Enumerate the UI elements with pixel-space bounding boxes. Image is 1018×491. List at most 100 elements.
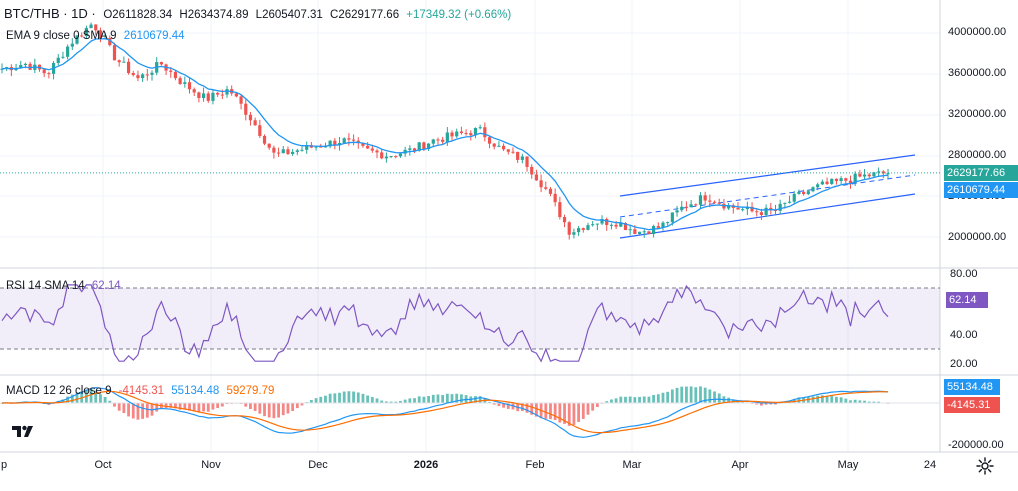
macd-histogram-bar	[661, 392, 665, 403]
candle-body	[501, 145, 506, 150]
macd-histogram-bar	[422, 396, 426, 403]
macd-histogram-bar	[713, 391, 716, 403]
channel-lower	[619, 193, 916, 239]
macd-histogram-bar	[628, 396, 632, 403]
candle-body	[703, 195, 707, 201]
macd-histogram-bar	[211, 403, 215, 410]
candle-body	[281, 149, 285, 154]
candle-body	[61, 56, 65, 58]
macd-histogram-bar	[333, 393, 337, 403]
candle-body	[436, 139, 440, 141]
macd-histogram-bar	[408, 398, 412, 403]
candle-body	[272, 147, 276, 153]
macd-histogram-bar	[689, 386, 693, 403]
macd-histogram-bar	[366, 395, 370, 403]
ema-price-label: 2610679.44	[944, 182, 1018, 198]
rsi-pane	[0, 284, 940, 363]
macd-histogram-bar	[291, 403, 295, 411]
macd-histogram-bar	[108, 400, 112, 403]
macd-histogram-bar	[192, 403, 196, 412]
macd-histogram-bar	[375, 398, 379, 403]
candle-body	[483, 127, 487, 138]
macd-histogram-bar	[460, 394, 463, 403]
macd-histogram-bar	[610, 399, 613, 403]
candle-body	[778, 203, 782, 211]
rsi-legend[interactable]: RSI 14 SMA 14 62.14	[6, 280, 125, 292]
candle-body	[89, 24, 93, 29]
candle-body	[150, 72, 154, 75]
ohlc-legend: BTC/THB · 1D · O2611828.34 H2634374.89 L…	[4, 6, 515, 21]
macd-histogram-bar	[820, 395, 824, 403]
macd-histogram-bar	[178, 403, 182, 410]
candle-body	[136, 75, 140, 79]
candle-body	[258, 125, 262, 136]
candle-body	[553, 193, 557, 203]
candle-body	[422, 142, 426, 149]
macd-legend[interactable]: MACD 12 26 close 9 -4145.31 55134.48 592…	[6, 385, 278, 397]
candle-body	[262, 135, 267, 144]
macd-histogram-bar	[174, 403, 177, 409]
macd-signal-line	[2, 390, 889, 434]
macd-histogram-bar	[188, 403, 191, 411]
macd-histogram-bar	[558, 403, 562, 423]
candle-body	[544, 187, 548, 189]
candle-body	[487, 137, 492, 144]
candles[interactable]	[0, 22, 890, 240]
candle-body	[881, 171, 885, 174]
candle-body	[375, 150, 379, 153]
macd-histogram-bar	[675, 387, 679, 403]
macd-histogram-bar	[244, 403, 248, 407]
rsi-tick: 40.00	[950, 329, 978, 341]
macd-histogram-bar	[764, 403, 768, 405]
ema-legend[interactable]: EMA 9 close 0 SMA 9 2610679.44	[6, 30, 189, 42]
candle-body	[666, 222, 670, 224]
macd-hist-value: -4145.31	[118, 385, 165, 397]
candle-body	[286, 149, 290, 155]
macd-histogram-bar	[492, 403, 496, 405]
candle-body	[80, 35, 84, 37]
macd-histogram-bar	[488, 401, 491, 403]
tradingview-logo-icon[interactable]	[8, 420, 38, 442]
rsi-line	[1, 284, 889, 363]
macd-histogram-bar	[544, 403, 548, 419]
candle-body	[858, 173, 862, 177]
candle-body	[84, 28, 88, 36]
macd-value-label: 55134.48	[944, 379, 1000, 395]
macd-histogram-bar	[141, 403, 145, 419]
macd-histogram-bar	[61, 399, 65, 403]
candle-body	[539, 180, 543, 188]
candle-body	[108, 38, 112, 46]
macd-histogram-bar	[680, 386, 684, 403]
macd-histogram-bar	[136, 403, 140, 420]
candle-body	[516, 151, 520, 160]
gear-icon[interactable]	[975, 456, 995, 476]
macd-histogram-bar	[117, 403, 121, 411]
candle-body	[614, 224, 618, 227]
candle-body	[361, 143, 365, 146]
candle-body	[867, 174, 871, 177]
macd-histogram-bar	[595, 403, 599, 408]
macd-histogram-bar	[605, 401, 609, 403]
candle-body	[469, 133, 473, 136]
candle-body	[333, 140, 337, 146]
macd-histogram-bar	[844, 398, 848, 403]
ema-line	[1, 38, 889, 231]
macd-histogram-bar	[328, 393, 332, 403]
symbol-title[interactable]: BTC/THB · 1D ·	[4, 6, 100, 21]
candle-body	[511, 151, 515, 153]
macd-histogram-bar	[103, 396, 107, 403]
candle-body	[441, 139, 445, 142]
rsi-band	[0, 288, 940, 349]
time-label: p	[0, 459, 8, 471]
time-label: 2026	[413, 459, 439, 471]
candle-body	[394, 156, 398, 158]
close-value: C2629177.66	[330, 9, 400, 21]
time-label: Nov	[201, 459, 221, 471]
candle-body	[23, 63, 28, 66]
macd-histogram-bar	[267, 403, 271, 418]
macd-histogram-bar	[216, 403, 220, 408]
candle-body	[169, 70, 173, 72]
candle-body	[586, 225, 590, 230]
candle-body	[464, 133, 468, 135]
